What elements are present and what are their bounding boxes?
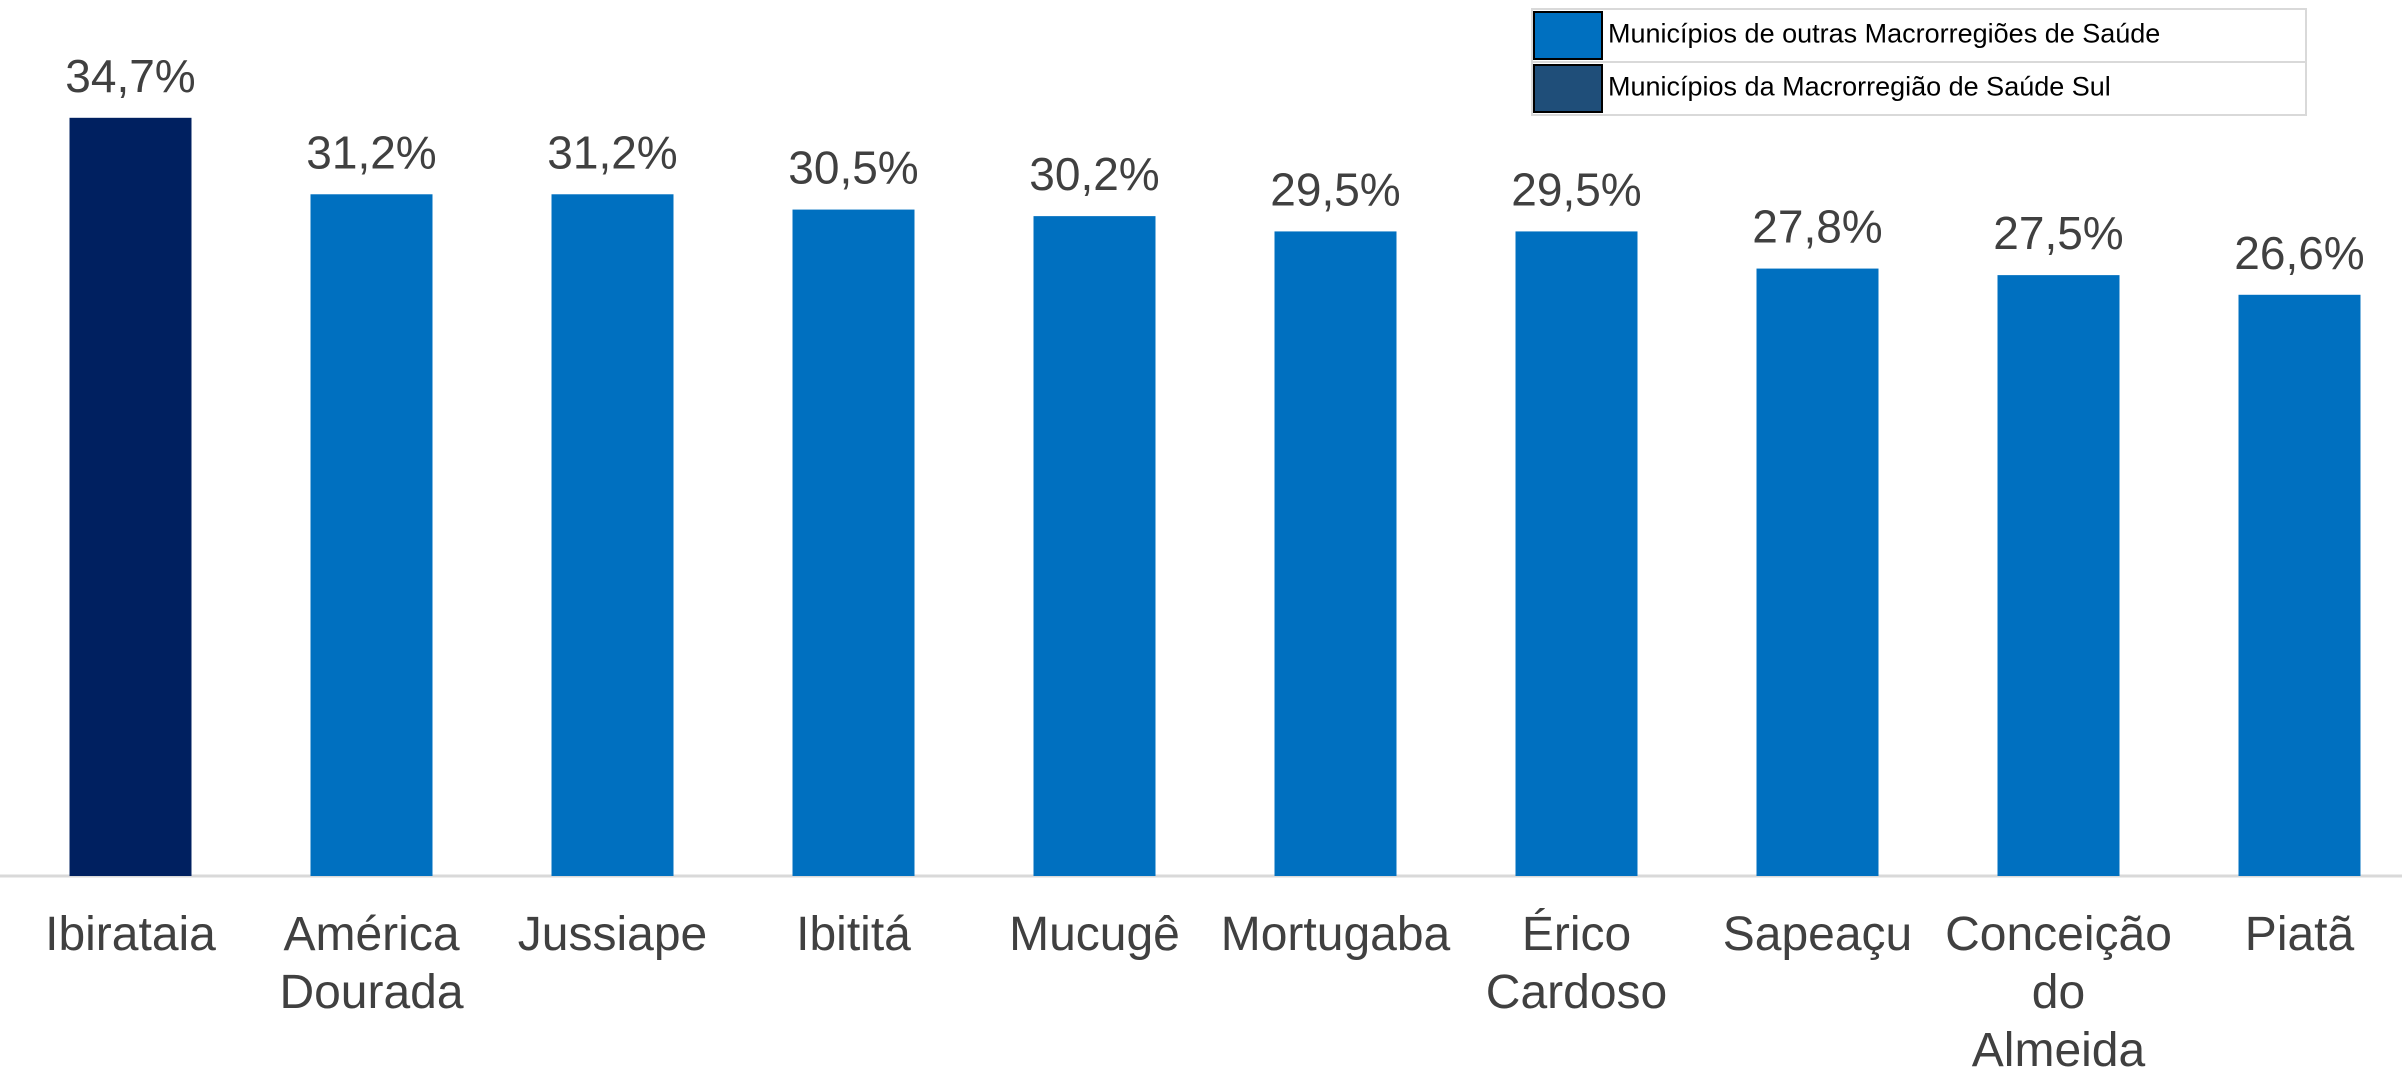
value-label: 27,5% bbox=[1993, 207, 2123, 259]
bar bbox=[1515, 231, 1638, 877]
x-tick-label: América Dourada bbox=[279, 908, 463, 1019]
x-tick-label: Piatã bbox=[2245, 908, 2355, 961]
bar bbox=[792, 209, 915, 876]
x-tick-label: Jussiape bbox=[518, 908, 707, 961]
legend-label: Municípios de outras Macrorregiões de Sa… bbox=[1608, 19, 2160, 49]
x-tick-label: Ibititá bbox=[796, 908, 911, 961]
x-tick-label: Mucugê bbox=[1009, 908, 1180, 961]
legend-swatch bbox=[1533, 64, 1603, 113]
bar bbox=[1756, 268, 1879, 876]
x-tick-label: Ibirataia bbox=[45, 908, 216, 961]
bar bbox=[2238, 294, 2361, 876]
bar bbox=[310, 194, 433, 876]
bar bbox=[551, 194, 674, 876]
value-label: 30,5% bbox=[788, 142, 918, 194]
x-tick-label: Sapeaçu bbox=[1723, 908, 1913, 961]
value-label: 34,7% bbox=[65, 50, 195, 102]
value-label: 29,5% bbox=[1270, 163, 1400, 215]
value-label: 26,6% bbox=[2234, 227, 2364, 279]
legend-label: Municípios da Macrorregião de Saúde Sul bbox=[1608, 72, 2111, 102]
x-tick-label: Conceição do Almeida bbox=[1945, 908, 2172, 1071]
value-label: 27,8% bbox=[1752, 201, 1882, 253]
legend-swatch bbox=[1533, 11, 1603, 60]
legend-row bbox=[1531, 61, 2307, 116]
bar bbox=[1033, 216, 1156, 876]
value-label: 31,2% bbox=[306, 126, 436, 178]
value-label: 30,2% bbox=[1029, 148, 1159, 200]
bar bbox=[1274, 231, 1397, 877]
x-tick-label: Érico Cardoso bbox=[1486, 908, 1667, 1019]
value-label: 29,5% bbox=[1511, 163, 1641, 215]
x-tick-label: Mortugaba bbox=[1221, 908, 1451, 961]
bar bbox=[1997, 275, 2120, 876]
bar bbox=[69, 117, 192, 877]
value-label: 31,2% bbox=[547, 126, 677, 178]
